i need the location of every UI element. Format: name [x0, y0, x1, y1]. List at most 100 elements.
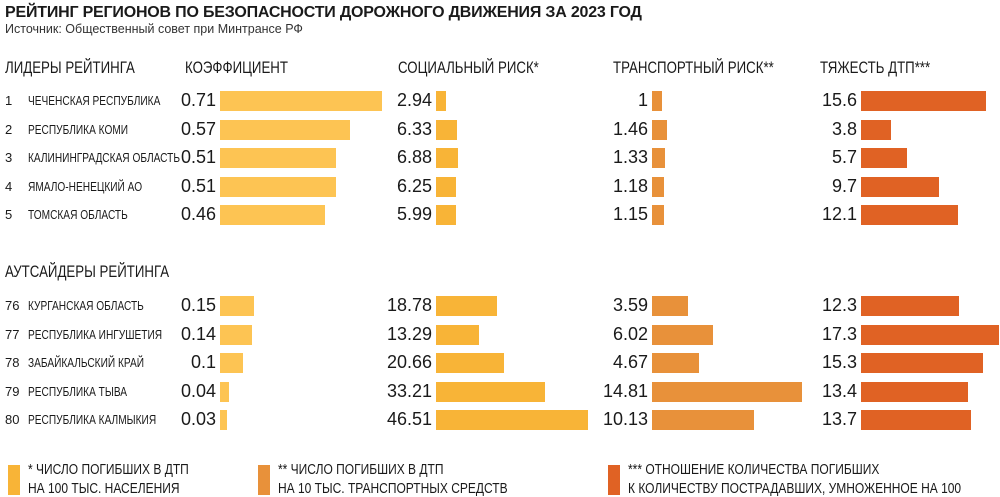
coef-value: 0.14 — [180, 323, 216, 344]
chart-source: Источник: Общественный совет при Минтран… — [5, 22, 303, 36]
severity-value: 5.7 — [831, 147, 857, 167]
rank-number: 76 — [5, 298, 20, 313]
transport-value: 1.18 — [612, 175, 648, 196]
severity-value: 12.1 — [821, 204, 857, 224]
legend-swatch-social — [8, 465, 20, 495]
transport-bar — [652, 91, 663, 111]
social-value: 13.29 — [386, 323, 432, 344]
severity-value: 15.6 — [821, 90, 857, 110]
rank-number: 4 — [5, 178, 13, 194]
transport-value: 6.02 — [612, 323, 648, 344]
coef-bar — [220, 148, 337, 168]
severity-value: 9.7 — [831, 175, 857, 196]
coef-bar — [220, 381, 230, 402]
severity-bar — [861, 176, 939, 197]
social-value: 33.21 — [386, 380, 432, 401]
column-header-severity: ТЯЖЕСТЬ ДТП*** — [820, 58, 931, 77]
transport-bar — [652, 410, 755, 430]
social-value: 6.88 — [396, 147, 432, 167]
legend-social: * ЧИСЛО ПОГИБШИХ В ДТП НА 100 ТЫС. НАСЕЛЕ… — [28, 461, 189, 497]
severity-bar — [861, 148, 907, 168]
severity-bar — [861, 91, 986, 111]
coef-value: 0.57 — [180, 118, 216, 139]
coef-bar — [220, 410, 227, 430]
coef-bar — [220, 296, 255, 316]
column-header-transport: ТРАНСПОРТНЫЙ РИСК** — [613, 58, 774, 77]
coef-bar — [220, 176, 337, 197]
transport-bar — [652, 176, 664, 197]
social-value: 18.78 — [386, 295, 432, 315]
social-bar — [436, 119, 457, 140]
coef-bar — [220, 91, 382, 111]
legend-swatch-transport — [258, 465, 270, 495]
severity-value: 12.3 — [821, 295, 857, 315]
coef-value: 0.51 — [180, 175, 216, 196]
social-bar — [436, 91, 446, 111]
social-bar — [436, 324, 480, 345]
coef-bar — [220, 205, 325, 225]
severity-value: 17.3 — [821, 323, 857, 344]
severity-bar — [861, 296, 960, 316]
severity-value: 13.7 — [821, 409, 857, 429]
social-value: 6.25 — [396, 175, 432, 196]
coef-value: 0.15 — [180, 295, 216, 315]
coef-bar — [220, 353, 243, 373]
transport-value: 1 — [637, 90, 648, 110]
transport-value: 1.33 — [612, 147, 648, 167]
column-header-coef: КОЭФФИЦИЕНТ — [185, 58, 288, 77]
region-name: ЧЕЧЕНСКАЯ РЕСПУБЛИКА — [28, 93, 161, 108]
social-bar — [436, 148, 459, 168]
coef-value: 0.71 — [180, 90, 216, 110]
rank-number: 78 — [5, 355, 20, 370]
transport-bar — [652, 353, 700, 373]
region-name: РЕСПУБЛИКА ИНГУШЕТИЯ — [28, 326, 163, 342]
transport-value: 14.81 — [602, 380, 648, 401]
transport-bar — [652, 296, 689, 316]
coef-value: 0.04 — [180, 380, 216, 401]
social-bar — [436, 296, 498, 316]
region-name: ЗАБАЙКАЛЬСКИЙ КРАЙ — [28, 355, 145, 370]
region-name: РЕСПУБЛИКА КОМИ — [28, 121, 129, 137]
rank-number: 1 — [5, 93, 13, 108]
coef-value: 0.03 — [180, 409, 216, 429]
transport-bar — [652, 205, 664, 225]
transport-value: 4.67 — [612, 352, 648, 372]
severity-value: 3.8 — [831, 118, 857, 139]
transport-bar — [652, 148, 666, 168]
coef-bar — [220, 324, 252, 345]
legend-swatch-severity — [608, 465, 620, 495]
severity-bar — [861, 353, 984, 373]
rank-number: 80 — [5, 412, 20, 427]
legend-transport: ** ЧИСЛО ПОГИБШИХ В ДТП НА 10 ТЫС. ТРАНСП… — [278, 461, 508, 497]
severity-bar — [861, 410, 971, 430]
rank-number: 3 — [5, 150, 13, 165]
transport-value: 10.13 — [602, 409, 648, 429]
region-name: РЕСПУБЛИКА КАЛМЫКИЯ — [28, 412, 157, 427]
column-header-social: СОЦИАЛЬНЫЙ РИСК* — [398, 58, 539, 77]
social-bar — [436, 205, 456, 225]
severity-value: 15.3 — [821, 352, 857, 372]
transport-value: 3.59 — [612, 295, 648, 315]
social-value: 6.33 — [396, 118, 432, 139]
rank-number: 79 — [5, 383, 20, 399]
social-value: 2.94 — [396, 90, 432, 110]
transport-value: 1.15 — [612, 204, 648, 224]
transport-bar — [652, 381, 802, 402]
social-bar — [436, 353, 504, 373]
region-name: РЕСПУБЛИКА ТЫВА — [28, 383, 128, 399]
region-name: КУРГАНСКАЯ ОБЛАСТЬ — [28, 298, 144, 313]
rank-number: 77 — [5, 326, 20, 342]
social-value: 5.99 — [396, 204, 432, 224]
transport-bar — [652, 119, 667, 140]
chart-title: РЕЙТИНГ РЕГИОНОВ ПО БЕЗОПАСНОСТИ ДОРОЖНО… — [5, 4, 642, 21]
social-bar — [436, 410, 589, 430]
social-value: 20.66 — [386, 352, 432, 372]
transport-value: 1.46 — [612, 118, 648, 139]
transport-bar — [652, 324, 713, 345]
severity-bar — [861, 381, 969, 402]
legend-severity: *** ОТНОШЕНИЕ КОЛИЧЕСТВА ПОГИБШИХ К КОЛИЧ… — [628, 461, 962, 497]
severity-bar — [861, 205, 958, 225]
severity-bar — [861, 324, 1000, 345]
coef-value: 0.46 — [180, 204, 216, 224]
